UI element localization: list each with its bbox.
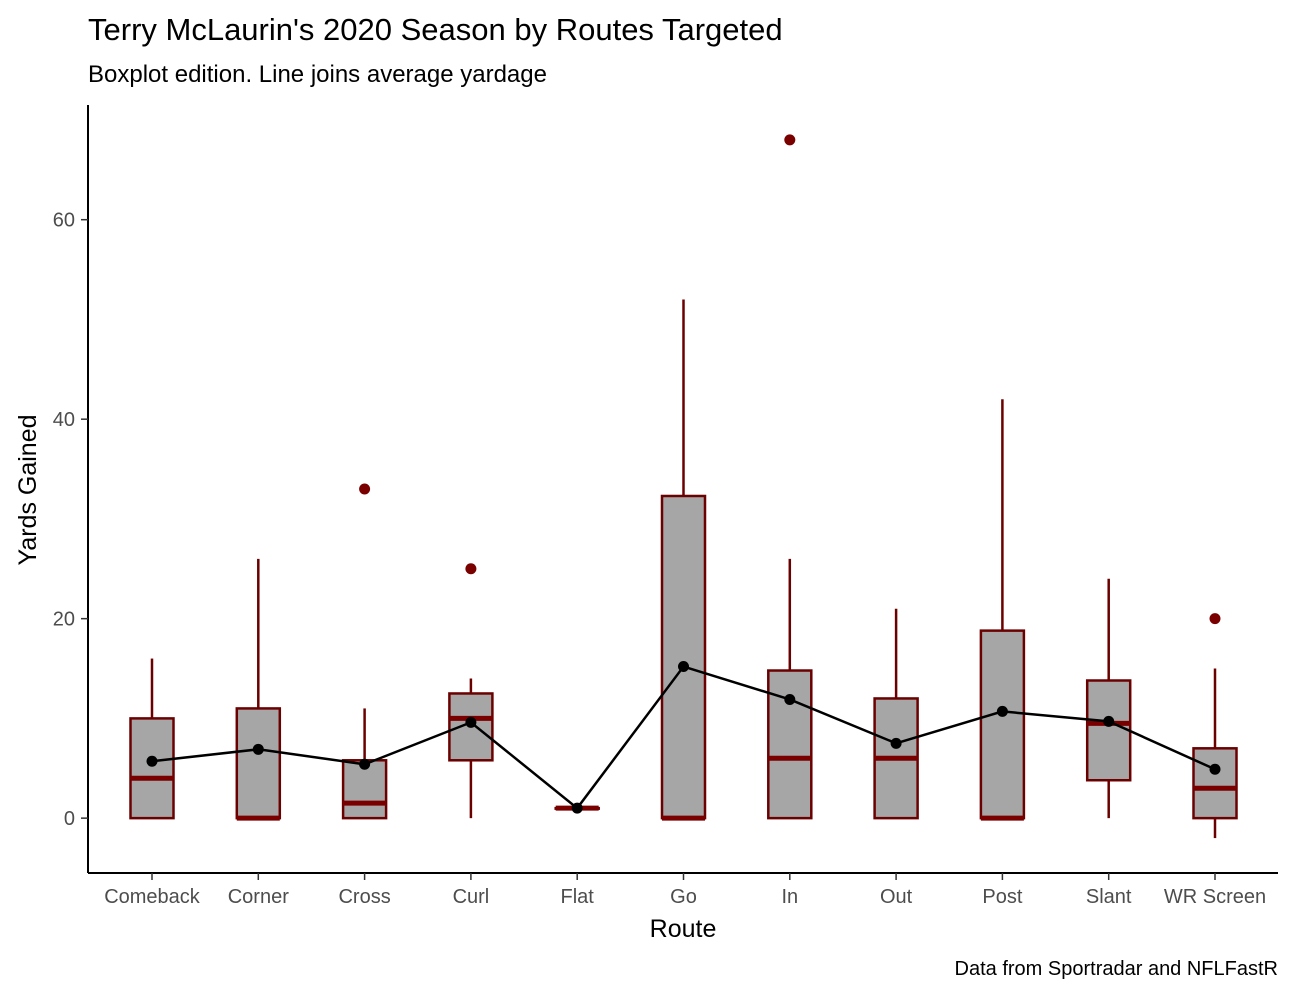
x-tick-label: Slant bbox=[1086, 886, 1132, 908]
y-tick-label: 20 bbox=[53, 609, 75, 631]
chart-caption: Data from Sportradar and NFLFastR bbox=[955, 958, 1278, 980]
x-tick-label: In bbox=[781, 886, 798, 908]
box-out bbox=[873, 608, 919, 820]
outlier-point bbox=[359, 483, 371, 495]
outlier-point bbox=[784, 134, 796, 146]
iqr-box bbox=[767, 669, 813, 820]
x-tick-label: Post bbox=[982, 886, 1022, 908]
box-wr-screen bbox=[1192, 613, 1238, 839]
x-tick-label: Curl bbox=[453, 886, 490, 908]
plot-area bbox=[129, 134, 1238, 839]
chart-title: Terry McLaurin's 2020 Season by Routes T… bbox=[88, 12, 783, 47]
box-corner bbox=[235, 558, 282, 821]
mean-point bbox=[1103, 715, 1115, 727]
outlier-point bbox=[1209, 613, 1221, 625]
axes: 0 20 40 60 Comeback Corner Cross Curl Flat Go In Ou… bbox=[53, 105, 1278, 908]
x-tick-label: Out bbox=[880, 886, 913, 908]
box-comeback bbox=[129, 658, 175, 820]
chart-subtitle: Boxplot edition. Line joins average yard… bbox=[88, 61, 547, 88]
y-axis-title: Yards Gained bbox=[14, 414, 42, 565]
mean-point bbox=[571, 802, 583, 814]
iqr-box bbox=[235, 707, 282, 820]
box-cross bbox=[341, 483, 388, 820]
mean-point bbox=[465, 716, 477, 728]
outlier-point bbox=[465, 563, 477, 575]
x-axis-title: Route bbox=[650, 915, 717, 943]
x-tick-label: Comeback bbox=[104, 886, 201, 908]
iqr-box bbox=[979, 629, 1026, 820]
box-in bbox=[767, 134, 813, 820]
y-tick-label: 40 bbox=[53, 409, 75, 431]
mean-point bbox=[1209, 763, 1221, 775]
mean-point bbox=[359, 758, 371, 770]
box-go bbox=[660, 299, 707, 821]
mean-point bbox=[678, 661, 689, 673]
box-post bbox=[979, 399, 1026, 821]
mean-point bbox=[146, 755, 158, 767]
mean-point bbox=[890, 737, 902, 749]
iqr-box bbox=[1192, 747, 1238, 820]
y-tick-label: 60 bbox=[53, 210, 75, 232]
mean-point bbox=[996, 705, 1008, 717]
box-slant bbox=[1085, 578, 1132, 819]
iqr-box bbox=[1085, 679, 1132, 782]
x-tick-label: Flat bbox=[561, 886, 595, 908]
mean-point bbox=[252, 743, 264, 755]
y-tick-label: 0 bbox=[64, 808, 75, 830]
mean-point bbox=[784, 693, 796, 705]
iqr-box bbox=[660, 494, 707, 820]
x-tick-label: WR Screen bbox=[1164, 886, 1266, 908]
iqr-box bbox=[129, 717, 175, 820]
x-tick-label: Corner bbox=[228, 886, 289, 908]
box-curl bbox=[448, 563, 494, 819]
x-tick-label: Cross bbox=[338, 886, 390, 908]
x-tick-label: Go bbox=[670, 886, 697, 908]
